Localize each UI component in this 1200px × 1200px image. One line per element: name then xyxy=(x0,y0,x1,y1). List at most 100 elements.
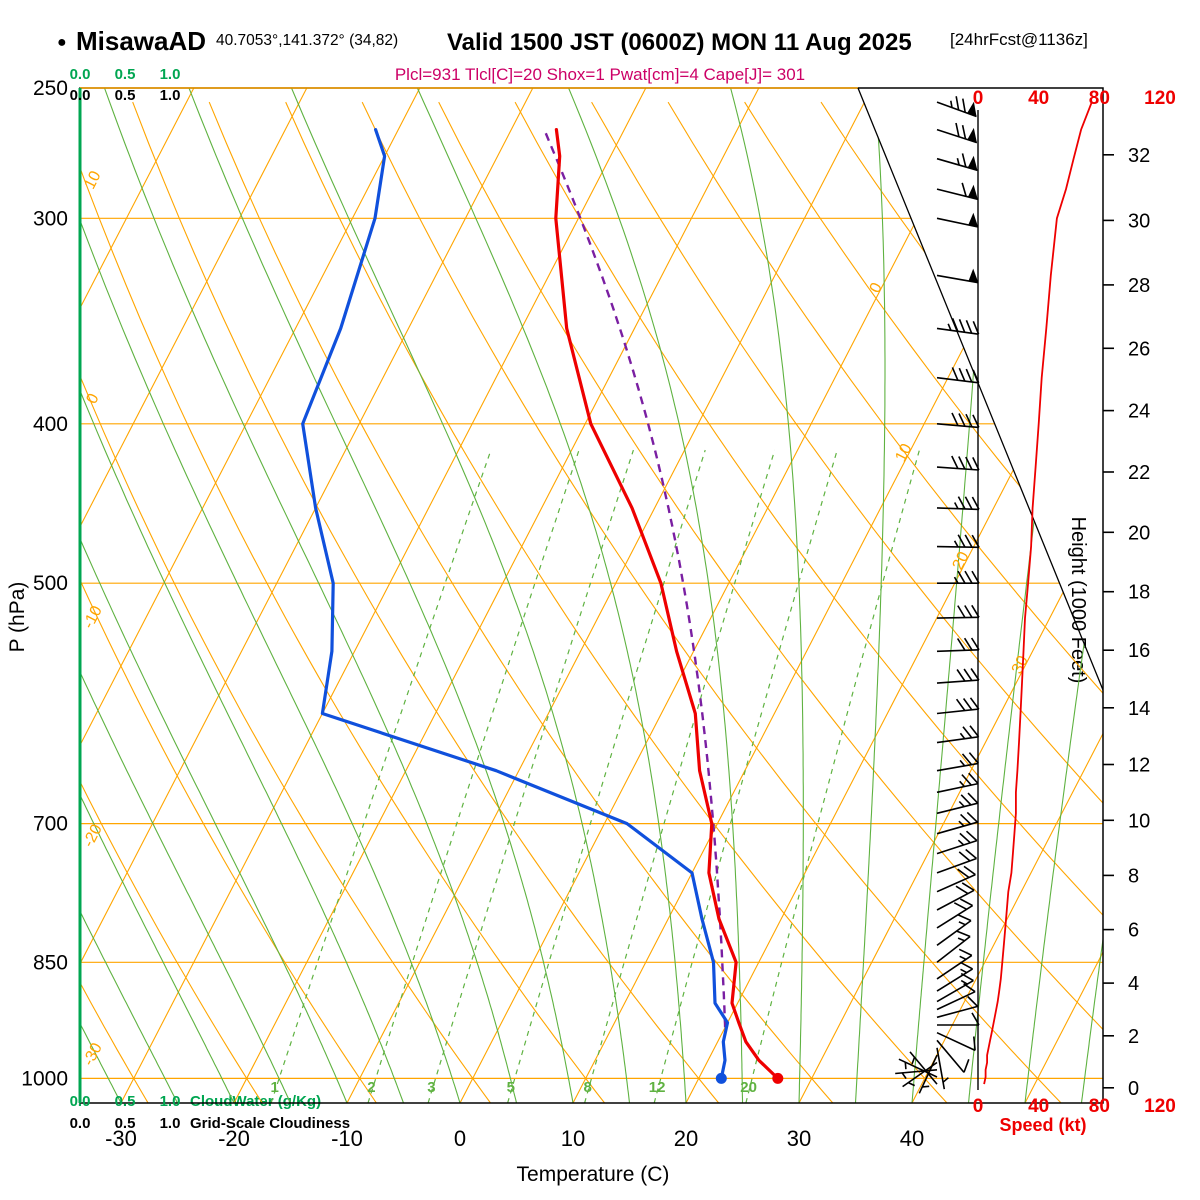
corner-cut-diagonal xyxy=(857,87,1104,691)
cloudwater-scale-tick-bottom: 0.0 xyxy=(70,1093,91,1110)
temperature-curve xyxy=(554,128,780,1081)
isotherm-label-left: 10 xyxy=(81,168,104,192)
cloudwater-scale-tick-top: 1.0 xyxy=(160,66,181,83)
height-tick: 28 xyxy=(1128,275,1150,297)
stability-params-line: Plcl=931 Tlcl[C]=20 Shox=1 Pwat[cm]=4 Ca… xyxy=(395,65,805,84)
pressure-tick: 500 xyxy=(33,572,68,595)
temperature-tick: -20 xyxy=(218,1126,250,1151)
valid-time: Valid 1500 JST (0600Z) MON 11 Aug 2025 xyxy=(447,29,912,56)
temperature-tick: 0 xyxy=(454,1126,466,1151)
height-axis-label: Height (1000 Feet) xyxy=(1067,517,1089,684)
moist-adiabats xyxy=(80,88,1103,1103)
height-tick: 10 xyxy=(1128,810,1150,832)
pressure-tick: 250 xyxy=(33,77,68,100)
cloudwater-scale-tick-top: 0.0 xyxy=(70,66,91,83)
height-tick: 18 xyxy=(1128,582,1150,604)
cloud-scale-ticks: 0.0 0.5 1.0 0.0 0.5 1.0 0.0 0.5 1.0 0.0 0.5 1.0 xyxy=(70,66,181,1132)
parcel-ascent-curve xyxy=(544,131,727,1028)
isotherm-label-right: 20 xyxy=(950,549,973,573)
skewt-grid xyxy=(80,88,1103,1103)
station-bullet-icon: ● xyxy=(57,34,67,51)
temperature-tick: -10 xyxy=(331,1126,363,1151)
speed-tick-top: 0 xyxy=(973,88,984,109)
sounding-profiles xyxy=(301,128,784,1084)
surface-temp-dot xyxy=(772,1072,784,1084)
mixing-ratio-lines xyxy=(270,449,920,1103)
wind-speed-profile xyxy=(983,101,1093,1085)
temperature-tick: 20 xyxy=(674,1126,698,1151)
mixing-ratio-label: 3 xyxy=(427,1079,435,1096)
speed-tick-bottom: 120 xyxy=(1144,1096,1176,1117)
isotherm-label-left: 0 xyxy=(83,391,102,407)
mixing-ratio-label: 2 xyxy=(367,1079,375,1096)
pressure-tick-labels: 250 300 400 500 700 850 1000 xyxy=(21,77,68,1090)
cloudiness-scale-tick-bottom: 1.0 xyxy=(160,1115,181,1132)
speed-tick-top: 120 xyxy=(1144,88,1176,109)
forecast-tag: [24hrFcst@1136z] xyxy=(950,30,1088,49)
temperature-tick: 10 xyxy=(561,1126,585,1151)
cloudiness-scale-tick-top: 0.0 xyxy=(70,87,91,104)
dewpoint-curve xyxy=(301,128,730,1081)
pressure-tick: 300 xyxy=(33,207,68,230)
isotherm-label-right: 10 xyxy=(892,441,915,465)
height-tick: 0 xyxy=(1128,1078,1139,1100)
plot-frame xyxy=(78,87,1104,1104)
pressure-axis-label: P (hPa) xyxy=(6,582,29,653)
cloudwater-legend-label: CloudWater (g/Kg) xyxy=(190,1093,321,1110)
temperature-tick: -30 xyxy=(105,1126,137,1151)
mixing-ratio-label: 20 xyxy=(740,1079,757,1096)
cloudiness-legend-label: Grid-Scale Cloudiness xyxy=(190,1115,350,1132)
cloudwater-scale-tick-top: 0.5 xyxy=(115,66,136,83)
mixing-ratio-label: 12 xyxy=(649,1079,666,1096)
cloudiness-scale-tick-top: 0.5 xyxy=(115,87,136,104)
temperature-axis-label: Temperature (C) xyxy=(517,1163,670,1186)
mixing-ratio-label: 1 xyxy=(271,1079,279,1096)
height-tick: 16 xyxy=(1128,640,1150,662)
height-tick: 8 xyxy=(1128,865,1139,887)
height-tick: 14 xyxy=(1128,698,1150,720)
cloudwater-scale-tick-bottom: 0.5 xyxy=(115,1093,136,1110)
height-tick: 26 xyxy=(1128,338,1150,360)
cloudiness-scale-tick-top: 1.0 xyxy=(160,87,181,104)
mixing-ratio-label: 8 xyxy=(584,1079,592,1096)
dry-adiabats xyxy=(80,101,1103,1103)
pressure-tick: 700 xyxy=(33,813,68,836)
speed-axis-label: Speed (kt) xyxy=(999,1115,1086,1135)
height-tick: 6 xyxy=(1128,920,1139,942)
speed-tick-top: 80 xyxy=(1089,88,1110,109)
speed-tick-bottom: 0 xyxy=(973,1096,984,1117)
height-tick: 20 xyxy=(1128,522,1150,544)
speed-tick-bottom: 80 xyxy=(1089,1096,1110,1117)
mixing-ratio-label: 5 xyxy=(507,1079,515,1096)
pressure-tick: 850 xyxy=(33,951,68,974)
height-tick: 2 xyxy=(1128,1026,1139,1048)
isotherms xyxy=(80,88,1103,1103)
height-tick: 12 xyxy=(1128,754,1150,776)
height-tick: 4 xyxy=(1128,973,1139,995)
surface-dewpoint-dot xyxy=(715,1072,727,1084)
temperature-tick-labels: -30 -20 -10 0 10 20 30 40 xyxy=(105,1126,924,1151)
pressure-tick: 1000 xyxy=(21,1067,68,1090)
pressure-lines xyxy=(80,217,1103,1080)
isotherm-label-right: 30 xyxy=(1009,653,1032,677)
height-tick: 24 xyxy=(1128,401,1150,423)
height-tick: 30 xyxy=(1128,210,1150,232)
height-tick: 32 xyxy=(1128,145,1150,167)
height-tick: 22 xyxy=(1128,462,1150,484)
speed-tick-bottom: 40 xyxy=(1028,1096,1049,1117)
isotherm-label-right: 0 xyxy=(867,280,886,296)
temperature-tick: 30 xyxy=(787,1126,811,1151)
wind-barbs xyxy=(895,96,980,1094)
isotherm-label-left: -30 xyxy=(80,1040,106,1068)
temperature-tick: 40 xyxy=(900,1126,924,1151)
speed-tick-top: 40 xyxy=(1028,88,1049,109)
cloudiness-scale-tick-bottom: 0.5 xyxy=(115,1115,136,1132)
pressure-tick: 400 xyxy=(33,413,68,436)
cloudiness-scale-tick-bottom: 0.0 xyxy=(70,1115,91,1132)
station-coordinates: 40.7053°,141.372° (34,82) xyxy=(216,32,398,49)
